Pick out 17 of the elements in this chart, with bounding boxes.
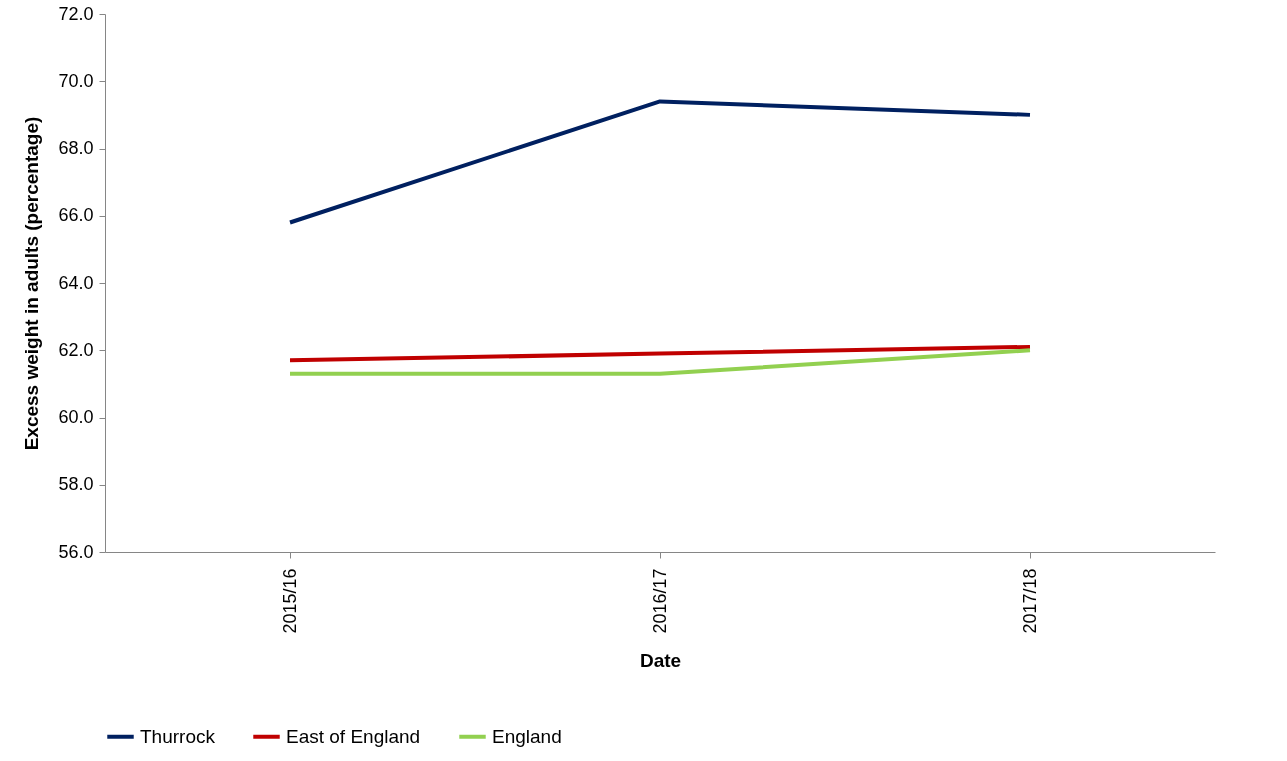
x-tick-label: 2017/18 [1019,568,1040,634]
y-tick-label: 64.0 [58,272,94,293]
y-tick-label: 72.0 [58,3,94,24]
x-axis-title: Date [639,649,682,671]
y-tick-label: 58.0 [58,474,94,495]
legend-label: East of England [286,725,421,747]
legend-label: Thurrock [140,725,216,747]
y-tick-label: 60.0 [58,407,94,427]
y-tick-label: 62.0 [58,339,94,360]
y-axis-title: Excess weight in adults (percentage) [21,116,43,451]
y-tick-label: 68.0 [58,138,94,158]
x-tick-label: 2015/16 [279,568,300,634]
y-tick-label: 56.0 [58,541,94,562]
legend-label: England [492,725,562,747]
y-tick-label: 70.0 [58,70,94,91]
x-tick-label: 2016/17 [649,568,670,634]
y-tick-label: 66.0 [58,205,94,226]
